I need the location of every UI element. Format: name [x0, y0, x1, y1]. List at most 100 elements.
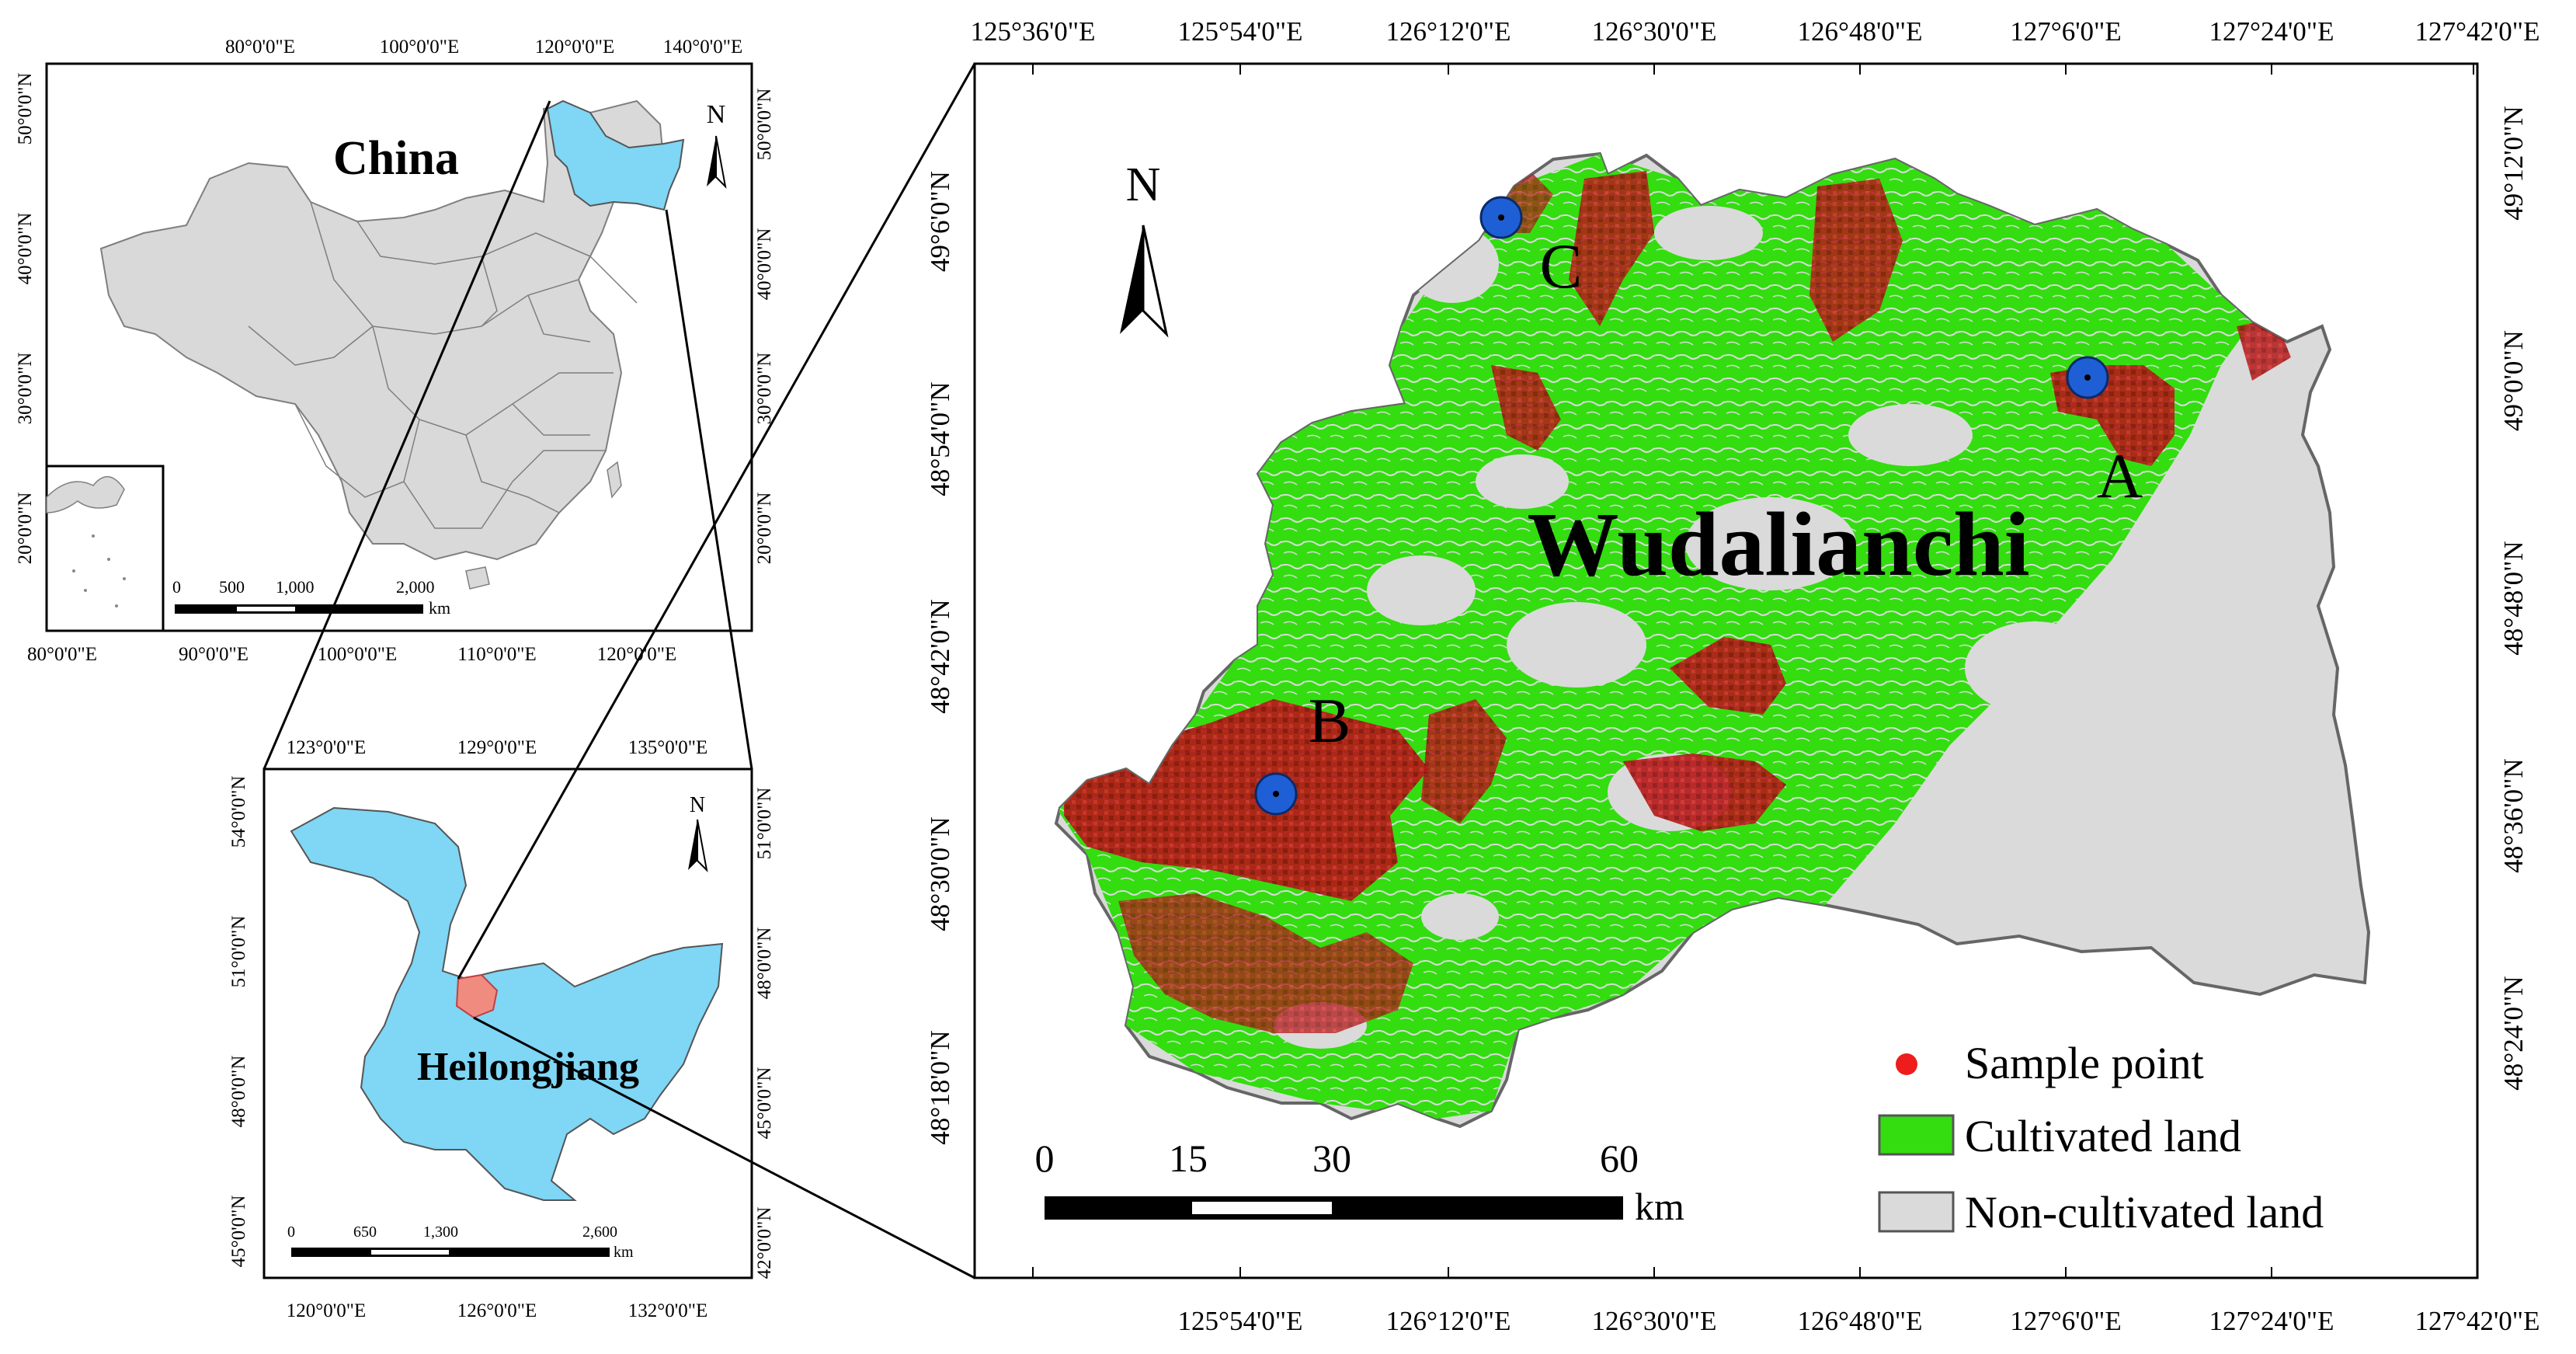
main-left-tick: 48°54'0"N: [925, 381, 955, 496]
main-right-tick: 48°36'0"N: [2498, 758, 2529, 872]
main-bottom-tick: 125°54'0"E: [1178, 1306, 1303, 1336]
main-scale-1: 15: [1169, 1136, 1208, 1180]
heilongjiang-ticks: 123°0'0"E 129°0'0"E 135°0'0"E 120°0'0"E …: [228, 737, 775, 1321]
main-map: A B C Wudalianchi N 0 15 30 60 km: [925, 16, 2539, 1336]
china-bottom-tick: 110°0'0"E: [457, 644, 537, 665]
hlj-right-tick: 42°0'0"N: [754, 1207, 775, 1279]
china-bottom-tick: 90°0'0"E: [179, 644, 249, 665]
china-top-tick: 80°0'0"E: [225, 37, 295, 57]
main-scale-bar: 0 15 30 60 km: [1035, 1136, 1685, 1228]
legend-cultivated-label: Cultivated land: [1965, 1111, 2241, 1161]
hlj-left-tick: 51°0'0"N: [228, 916, 249, 988]
main-bottom-tick: 127°24'0"E: [2209, 1306, 2334, 1336]
main-left-tick: 48°18'0"N: [925, 1030, 955, 1144]
hlj-scale-0: 0: [287, 1223, 295, 1241]
china-right-tick: 20°0'0"N: [754, 493, 775, 565]
hainan-island: [465, 566, 490, 590]
china-right-tick: 40°0'0"N: [754, 228, 775, 301]
main-bottom-tick: 127°42'0"E: [2415, 1306, 2540, 1336]
non-cultivated-swatch: [1878, 1191, 1955, 1233]
heilongjiang-highlight: [546, 99, 685, 211]
main-top-tick: 127°42'0"E: [2415, 16, 2540, 47]
hlj-top-tick: 129°0'0"E: [457, 737, 537, 758]
china-left-tick: 30°0'0"N: [15, 353, 36, 425]
main-map-title: Wudalianchi: [1527, 493, 2029, 595]
china-scale-3: 2,000: [396, 577, 435, 597]
main-right-tick: 49°12'0"N: [2498, 106, 2529, 220]
main-top-tick: 125°36'0"E: [971, 16, 1096, 47]
main-top-tick: 127°24'0"E: [2209, 16, 2334, 47]
hlj-left-tick: 45°0'0"N: [228, 1196, 249, 1268]
hlj-right-tick: 45°0'0"N: [754, 1067, 775, 1140]
main-scale-unit: km: [1635, 1185, 1684, 1228]
main-bottom-tick: 126°12'0"E: [1386, 1306, 1511, 1336]
china-north-label: N: [707, 100, 726, 129]
main-scale-0: 0: [1035, 1136, 1055, 1180]
hlj-top-tick: 123°0'0"E: [287, 737, 366, 758]
hlj-right-tick: 48°0'0"N: [754, 928, 775, 1000]
inset-connector-lines: [262, 63, 976, 1279]
main-top-tick: 126°30'0"E: [1592, 16, 1717, 47]
china-top-tick: 140°0'0"E: [663, 37, 742, 57]
hlj-scale-2: 1,300: [423, 1223, 458, 1241]
legend: Sample point Cultivated land Non-cultiva…: [1878, 1038, 2324, 1237]
china-right-tick: 30°0'0"N: [754, 353, 775, 425]
china-left-tick: 50°0'0"N: [15, 73, 36, 145]
china-scale-2: 1,000: [276, 577, 315, 597]
hlj-scale-1: 650: [353, 1223, 377, 1241]
heilongjiang-scale-bar: 0 650 1,300 2,600 km: [287, 1223, 634, 1261]
main-top-tick: 125°54'0"E: [1178, 16, 1303, 47]
taiwan-island: [607, 461, 622, 499]
main-left-tick: 48°42'0"N: [925, 599, 955, 713]
main-left-tick: 48°30'0"N: [925, 816, 955, 931]
main-tick-marks: [1032, 64, 2474, 1278]
wudalianchi-highlight: [455, 973, 499, 1019]
heilongjiang-inset: Heilongjiang N 0 650 1,300 2,600 km 123°…: [228, 737, 775, 1321]
china-scale-unit: km: [429, 598, 450, 618]
china-left-tick: 20°0'0"N: [15, 493, 36, 565]
heilongjiang-north-label: N: [690, 793, 705, 817]
heilongjiang-north-arrow: N: [688, 793, 708, 872]
china-scale-1: 500: [219, 577, 245, 597]
main-scale-2: 30: [1312, 1136, 1351, 1180]
main-scale-3: 60: [1600, 1136, 1639, 1180]
main-bottom-tick: 126°30'0"E: [1592, 1306, 1717, 1336]
hlj-scale-unit: km: [614, 1244, 634, 1261]
cultivated-swatch: [1878, 1114, 1955, 1156]
china-bottom-tick: 80°0'0"E: [27, 644, 97, 665]
site-label-b: B: [1309, 685, 1351, 756]
heilongjiang-title: Heilongjiang: [417, 1045, 639, 1089]
site-dot: [1498, 214, 1504, 221]
site-marker-c[interactable]: C: [1479, 196, 1583, 301]
main-top-tick: 126°48'0"E: [1798, 16, 1923, 47]
main-right-tick: 48°24'0"N: [2498, 976, 2529, 1090]
main-top-tick: 126°12'0"E: [1386, 16, 1511, 47]
site-label-c: C: [1540, 231, 1583, 301]
legend-non-cultivated-label: Non-cultivated land: [1965, 1187, 2324, 1237]
china-title: China: [333, 132, 459, 185]
site-label-a: A: [2097, 440, 2143, 511]
province-lines: [248, 201, 638, 529]
hlj-bottom-tick: 120°0'0"E: [287, 1300, 366, 1321]
main-right-tick: 48°48'0"N: [2498, 541, 2529, 655]
main-right-tick: 49°0'0"N: [2498, 330, 2529, 431]
hlj-bottom-tick: 126°0'0"E: [457, 1300, 537, 1321]
hlj-left-tick: 48°0'0"N: [228, 1056, 249, 1128]
site-marker-b[interactable]: B: [1254, 685, 1351, 816]
china-scale-bar: 0 500 1,000 2,000 km: [172, 577, 450, 618]
china-right-tick: 50°0'0"N: [754, 89, 775, 161]
china-ticks: 80°0'0"E 100°0'0"E 120°0'0"E 140°0'0"E 8…: [15, 37, 775, 665]
hlj-bottom-tick: 132°0'0"E: [628, 1300, 707, 1321]
hlj-right-tick: 51°0'0"N: [754, 788, 775, 860]
china-top-tick: 120°0'0"E: [535, 37, 614, 57]
hlj-top-tick: 135°0'0"E: [628, 737, 707, 758]
hlj-left-tick: 54°0'0"N: [228, 776, 249, 848]
main-left-tick: 49°6'0"N: [925, 171, 955, 272]
china-inset: China N 0 500 1,000 2,000 km 80°0'0"E 10…: [15, 37, 775, 665]
main-bottom-tick: 127°6'0"E: [2010, 1306, 2121, 1336]
heilongjiang-landmass: [290, 806, 724, 1201]
main-ticks: 125°36'0"E 125°54'0"E 126°12'0"E 126°30'…: [925, 16, 2539, 1336]
main-bottom-tick: 126°48'0"E: [1798, 1306, 1923, 1336]
site-marker-a[interactable]: A: [2066, 356, 2143, 511]
